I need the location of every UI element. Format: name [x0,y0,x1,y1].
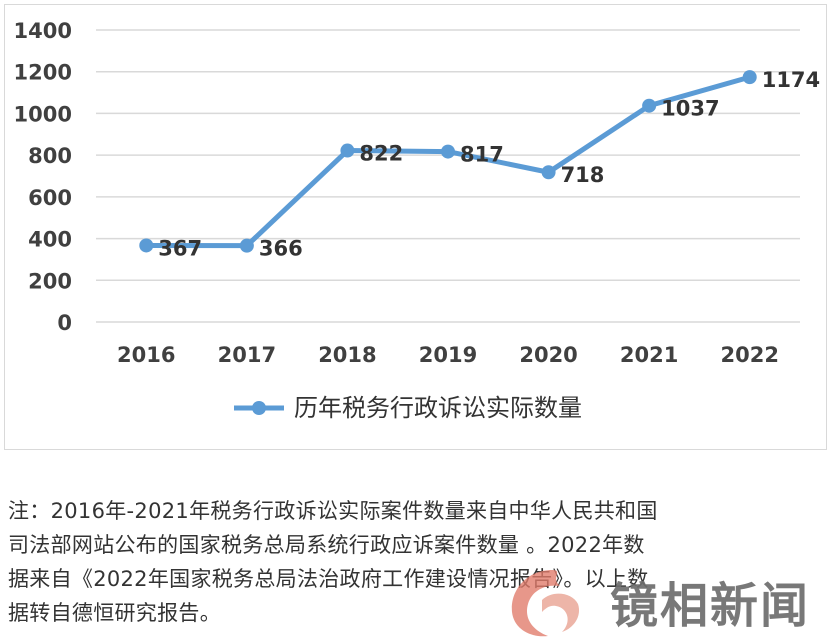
watermark-text: 镜相新闻 [610,578,811,634]
watermark: 镜相新闻 [502,560,831,640]
watermark-logo-icon [511,570,580,637]
data-point [742,70,757,85]
footnote-line: 据转自德恒研究报告。 [8,601,221,625]
legend: 历年税务行政诉讼实际数量 [234,394,582,422]
x-tick-label: 2016 [117,343,175,367]
y-axis-tick-labels: 0 200 400 600 800 1000 1200 1400 [14,19,72,335]
data-point [139,238,154,253]
data-label: 366 [259,237,303,261]
series-layer [139,70,757,253]
y-tick-label: 1400 [14,19,72,43]
y-tick-label: 1200 [14,61,72,85]
data-point [340,143,355,158]
x-tick-label: 2020 [519,343,577,367]
x-axis-tick-labels: 2016 2017 2018 2019 2020 2021 2022 [117,343,779,367]
data-label: 718 [561,163,605,187]
data-label: 817 [460,143,504,167]
series-line [143,74,753,249]
y-tick-label: 0 [57,311,72,335]
y-tick-label: 1000 [14,102,72,126]
data-point [239,238,254,253]
x-tick-label: 2022 [720,343,778,367]
data-point [441,144,455,159]
gridlines [96,29,800,323]
y-tick-label: 800 [28,144,72,168]
footnote-line: 注：2016年-2021年税务行政诉讼实际案件数量来自中华人民共和国 [8,499,658,523]
data-label: 367 [158,236,202,260]
legend-series-label: 历年税务行政诉讼实际数量 [294,394,582,422]
data-label: 1037 [661,97,719,121]
data-label: 1174 [762,68,820,92]
data-point [642,98,657,113]
footnote: 注：2016年-2021年税务行政诉讼实际案件数量来自中华人民共和国 司法部网站… [8,494,824,630]
data-point [541,165,556,180]
x-tick-label: 2021 [620,343,678,367]
legend-point-marker [252,401,266,415]
chart-frame [4,4,827,450]
data-label: 822 [359,142,403,166]
y-tick-label: 600 [28,186,72,210]
x-tick-label: 2018 [318,343,376,367]
data-labels: 367 366 822 817 718 1037 1174 [158,68,820,261]
x-tick-label: 2019 [419,343,477,367]
x-tick-label: 2017 [218,343,276,367]
footnote-line: 司法部网站公布的国家税务总局系统行政应诉案件数量 。2022年数 [8,533,645,557]
y-tick-label: 400 [28,228,72,252]
y-tick-label: 200 [28,269,72,293]
